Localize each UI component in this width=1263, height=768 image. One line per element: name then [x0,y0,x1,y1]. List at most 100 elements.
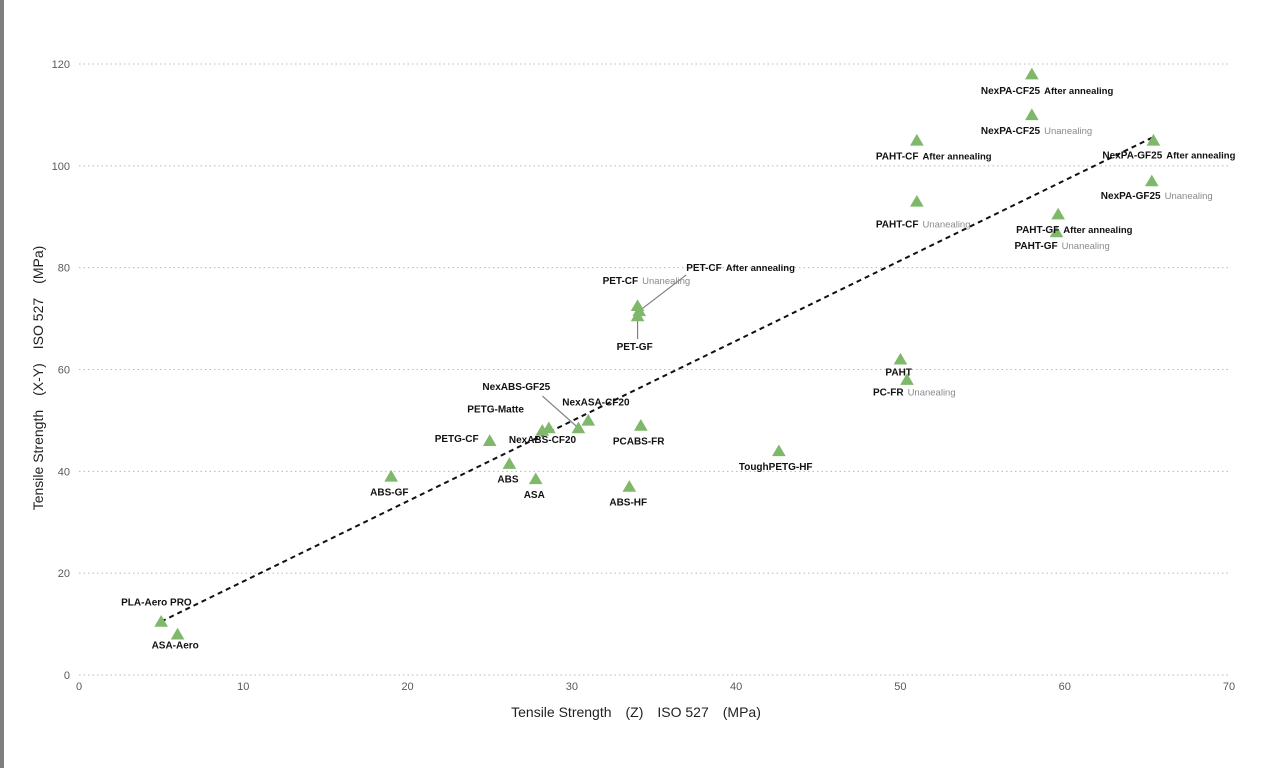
point-label-note: Unanealing [642,276,690,287]
point-label-name: PCABS-FR [613,437,665,448]
point-label: PAHT [885,367,911,378]
data-point-marker [170,627,185,640]
label-leader-line [542,395,579,429]
data-point-marker [893,352,908,365]
data-point-marker [910,133,924,146]
y-tick-label: 120 [52,59,70,71]
point-label: NexABS-GF25 [482,382,550,393]
point-label: NexABS-CF20 [509,435,577,446]
y-tick-label: 60 [58,365,70,377]
point-label-name: NexPA-CF25 [981,126,1041,137]
point-label-name: ASA-Aero [152,640,199,651]
point-label: ABS-GF [370,487,408,498]
point-label-name: NexPA-CF25 [981,86,1041,97]
point-label-note: After annealing [1063,225,1132,236]
data-point-marker [1146,133,1161,146]
y-tick-label: 20 [58,568,70,580]
point-label-note: After annealing [1044,86,1113,97]
x-tick-label: 20 [401,681,413,693]
point-label-name: PAHT-GF [1015,241,1058,252]
point-label-name: NexPA-GF25 [1101,191,1161,202]
point-label-note: Unanealing [922,219,970,230]
x-axis-title: Tensile Strength (Z) ISO 527 (MPa) [511,704,761,720]
point-label-name: PLA-Aero PRO [121,598,192,609]
point-label-note: After annealing [922,151,991,162]
point-label-name: PET-CF [603,276,639,287]
point-label: PCABS-FR [613,437,665,448]
trendline [160,136,1153,623]
point-label-note: Unanealing [1165,191,1213,202]
y-tick-label: 0 [64,670,70,682]
data-point-marker [502,457,517,469]
point-label-note: Unanealing [1062,241,1110,252]
data-point-marker [1144,174,1159,187]
point-label-name: PETG-CF [435,434,479,445]
point-labels: PLA-Aero PRO ASA-Aero ABS-GF PETG-CF ABS ASA P… [121,86,1235,651]
gridlines [79,63,1229,676]
data-point-marker [1025,108,1039,121]
point-label: PAHT-CF Unanealing [876,219,971,230]
point-label-name: PAHT-GF [1016,225,1059,236]
point-label-name: NexPA-GF25 [1102,150,1162,161]
data-point-marker [571,421,586,434]
point-label-note: After annealing [726,263,795,274]
data-point-marker [1025,67,1039,80]
point-label: PAHT-CF After annealing [876,151,992,162]
point-label: NexPA-GF25 After annealing [1102,150,1235,161]
point-label: PET-CF Unanealing [603,276,691,287]
point-label-name: ASA [524,490,545,501]
point-label-name: ABS-GF [370,487,408,498]
point-label: NexASA-CF20 [562,397,630,408]
point-label-name: NexABS-GF25 [482,382,550,393]
point-label-name: PET-CF [686,263,722,274]
point-label-name: PET-GF [617,342,653,353]
data-point-marker [630,309,645,322]
data-point-marker [622,480,637,492]
x-tick-label: 70 [1223,681,1235,693]
x-tick-label: 30 [566,681,578,693]
left-edge-bar [0,0,4,768]
point-label-name: PAHT-CF [876,219,919,230]
x-tick-label: 0 [76,681,82,693]
point-label: NexPA-CF25 After annealing [981,86,1114,97]
point-label-name: PC-FR [873,388,904,399]
point-label: PET-CF After annealing [686,263,795,274]
y-tick-label: 40 [58,466,70,478]
point-label-name: ToughPETG-HF [739,462,813,473]
point-label-name: PAHT [885,367,911,378]
point-label: NexPA-CF25 Unanealing [981,126,1092,137]
data-point-marker [154,615,168,627]
point-label: ToughPETG-HF [739,462,813,473]
x-tick-label: 40 [730,681,742,693]
x-tick-label: 50 [894,681,906,693]
point-label: ASA-Aero [152,640,199,651]
point-label: ASA [524,490,545,501]
point-label: PETG-Matte [467,405,524,416]
point-label-note: Unanealing [908,388,956,399]
point-label-name: ABS [497,475,518,486]
y-tick-label: 80 [58,263,70,275]
point-label-name: NexABS-CF20 [509,435,577,446]
point-label-name: PETG-Matte [467,405,524,416]
data-point-marker [542,421,556,434]
point-label: NexPA-GF25 Unanealing [1101,191,1213,202]
data-point-marker [1049,225,1064,238]
point-label: ABS-HF [609,498,647,509]
point-label-name: ABS-HF [609,498,647,509]
data-point-marker [1051,207,1065,220]
point-label: PC-FR Unanealing [873,388,956,399]
label-leader-line [638,274,687,312]
point-label: PET-GF [617,342,653,353]
point-label-note: Unanealing [1044,126,1092,137]
point-label-name: NexASA-CF20 [562,397,630,408]
point-label: PAHT-GF After annealing [1016,225,1133,236]
y-tick-label: 100 [52,161,70,173]
tick-labels: 0 20 40 60 80 100 120 0 10 20 30 40 50 60 70 [52,59,1235,693]
trendline-group [160,136,1153,623]
point-label: PAHT-GF Unanealing [1015,241,1110,252]
point-label-note: After annealing [1166,150,1235,161]
y-axis-title: Tensile Strength (X-Y) ISO 527 (MPa) [30,246,46,511]
point-label-name: PAHT-CF [876,151,919,162]
